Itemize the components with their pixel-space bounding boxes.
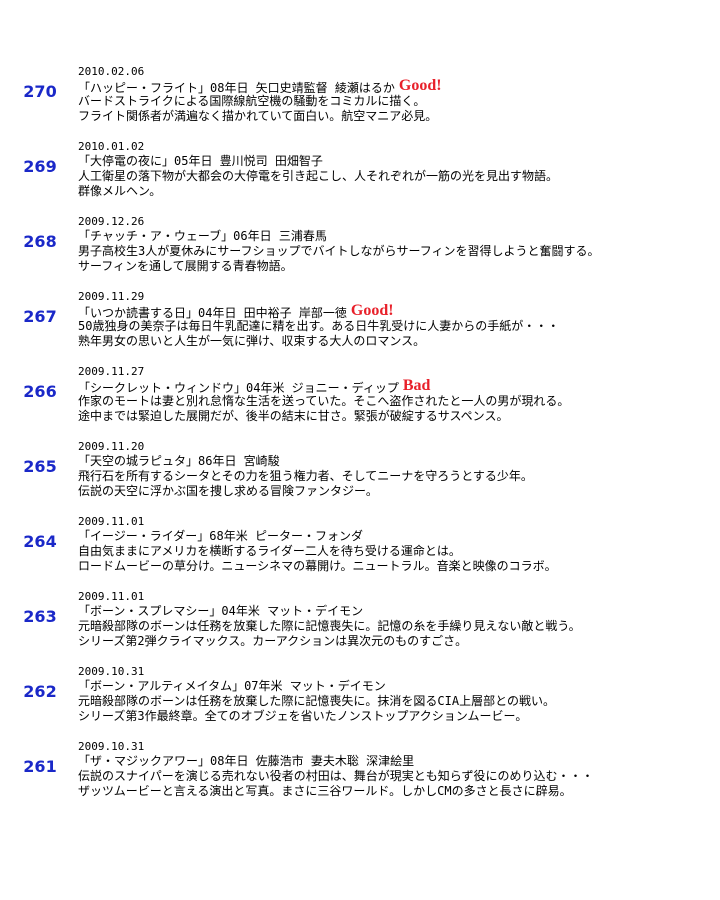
title-text: 「いつか読書する日」04年日 田中裕子 岸部一徳: [78, 306, 347, 320]
entry-date: 2009.12.26: [78, 215, 145, 228]
description-line: 伝説の天空に浮かぶ国を捜し求める冒険ファンタジー。: [78, 484, 378, 498]
description-line: 元暗殺部隊のボーンは任務を放棄した際に記憶喪失に。記憶の糸を手繰り見えない敵と戦…: [78, 619, 581, 633]
description-line: 作家のモートは妻と別れ怠惰な生活を送っていた。そこへ盗作されたと一人の男が現れる…: [78, 394, 570, 408]
entry-number: 268: [23, 232, 57, 251]
entry-title: 「ボーン・スプレマシー」04年米 マット・デイモン: [78, 604, 363, 619]
entry-title: 「イージー・ライダー」68年米 ピーター・フォンダ: [78, 529, 363, 544]
title-text: 「天空の城ラピュタ」86年日 宮崎駿: [78, 454, 280, 468]
entry-number: 262: [23, 682, 57, 701]
description-line: 飛行石を所有するシータとその力を狙う権力者、そしてニーナを守ろうとする少年。: [78, 469, 533, 483]
entry-title: 「ボーン・アルティメイタム」07年米 マット・デイモン: [78, 679, 386, 694]
entry-date: 2009.10.31: [78, 665, 145, 678]
entry-date: 2009.11.01: [78, 515, 145, 528]
entry-date: 2010.01.02: [78, 140, 145, 153]
title-text: 「ハッピー・フライト」08年日 矢口史靖監督 綾瀬はるか: [78, 81, 395, 95]
rating: Good!: [350, 302, 394, 319]
entry-date: 2009.10.31: [78, 740, 145, 753]
description-line: 50歳独身の美奈子は毎日牛乳配達に精を出す。ある日牛乳受けに人妻からの手紙が・・…: [78, 319, 560, 333]
description-line: 群像メルヘン。: [78, 184, 162, 198]
entry-date: 2009.11.01: [78, 590, 145, 603]
description-line: シリーズ第2弾クライマックス。カーアクションは異次元のものすごさ。: [78, 634, 468, 648]
rating: Good!: [398, 77, 442, 94]
entry-number: 264: [23, 532, 57, 551]
entry: 262 2009.10.31 「ボーン・アルティメイタム」07年米 マット・デイモン…: [0, 665, 720, 740]
title-text: 「シークレット・ウィンドウ」04年米 ジョニー・ディップ: [78, 381, 399, 395]
description-line: ロードムービーの草分け。ニューシネマの幕開け。ニュートラル。音楽と映像のコラボ。: [78, 559, 557, 573]
description-line: 男子高校生3人が夏休みにサーフショップでバイトしながらサーフィンを習得しようと奮…: [78, 244, 600, 258]
entry: 264 2009.11.01 「イージー・ライダー」68年米 ピーター・フォンダ 自由…: [0, 515, 720, 590]
entry: 265 2009.11.20 「天空の城ラピュタ」86年日 宮崎駿 飛行石を所有するシ…: [0, 440, 720, 515]
entry-title: 「シークレット・ウィンドウ」04年米 ジョニー・ディップ Bad: [78, 377, 431, 397]
entry-number: 266: [23, 382, 57, 401]
entry-title: 「チャッチ・ア・ウェーブ」06年日 三浦春馬: [78, 229, 327, 244]
description-line: シリーズ第3作最終章。全てのオブジェを省いたノンストップアクションムービー。: [78, 709, 528, 723]
entry: 269 2010.01.02 「大停電の夜に」05年日 豊川悦司 田畑智子 人工衛星の…: [0, 140, 720, 215]
entry-title: 「ハッピー・フライト」08年日 矢口史靖監督 綾瀬はるか Good!: [78, 77, 442, 97]
entry: 266 2009.11.27 「シークレット・ウィンドウ」04年米 ジョニー・ディッ…: [0, 365, 720, 440]
entry: 267 2009.11.29 「いつか読書する日」04年日 田中裕子 岸部一徳 Goo…: [0, 290, 720, 365]
entry-date: 2009.11.20: [78, 440, 145, 453]
title-text: 「イージー・ライダー」68年米 ピーター・フォンダ: [78, 529, 363, 543]
title-text: 「ボーン・スプレマシー」04年米 マット・デイモン: [78, 604, 364, 618]
entry-title: 「いつか読書する日」04年日 田中裕子 岸部一徳 Good!: [78, 302, 394, 322]
entry: 261 2009.10.31 「ザ・マジックアワー」08年日 佐藤浩市 妻夫木聡 深…: [0, 740, 720, 815]
entry-date: 2009.11.29: [78, 290, 145, 303]
description-line: バードストライクによる国際線航空機の騒動をコミカルに描く。: [78, 94, 426, 108]
entry-title: 「大停電の夜に」05年日 豊川悦司 田畑智子: [78, 154, 323, 169]
title-text: 「ボーン・アルティメイタム」07年米 マット・デイモン: [78, 679, 386, 693]
rating: Bad: [402, 377, 431, 394]
entry: 263 2009.11.01 「ボーン・スプレマシー」04年米 マット・デイモン 元暗…: [0, 590, 720, 665]
entry-number: 269: [23, 157, 57, 176]
entry-title: 「ザ・マジックアワー」08年日 佐藤浩市 妻夫木聡 深津絵里: [78, 754, 414, 769]
entry-date: 2009.11.27: [78, 365, 145, 378]
description-line: フライト関係者が満遍なく描かれていて面白い。航空マニア必見。: [78, 109, 438, 123]
entry-title: 「天空の城ラピュタ」86年日 宮崎駿: [78, 454, 280, 469]
entry-number: 267: [23, 307, 57, 326]
entry-number: 261: [23, 757, 57, 776]
title-text: 「ザ・マジックアワー」08年日 佐藤浩市 妻夫木聡 深津絵里: [78, 754, 415, 768]
entry: 270 2010.02.06 「ハッピー・フライト」08年日 矢口史靖監督 綾瀬はる…: [0, 65, 720, 140]
description-line: 熟年男女の思いと人生が一気に弾け、収束する大人のロマンス。: [78, 334, 426, 348]
title-text: 「チャッチ・ア・ウェーブ」06年日 三浦春馬: [78, 229, 327, 243]
entry-date: 2010.02.06: [78, 65, 145, 78]
entry-number: 270: [23, 82, 57, 101]
description-line: 元暗殺部隊のボーンは任務を放棄した際に記憶喪失に。抹消を図るCIA上層部との戦い…: [78, 694, 555, 708]
description-line: 人工衛星の落下物が大都会の大停電を引き起こし、人それぞれが一筋の光を見出す物語。: [78, 169, 559, 183]
title-text: 「大停電の夜に」05年日 豊川悦司 田畑智子: [78, 154, 323, 168]
entry: 268 2009.12.26 「チャッチ・ア・ウェーブ」06年日 三浦春馬 男子高校生…: [0, 215, 720, 290]
description-line: 途中までは緊迫した展開だが、後半の結末に甘さ。緊張が破綻するサスペンス。: [78, 409, 509, 423]
entry-number: 263: [23, 607, 57, 626]
description-line: サーフィンを通して展開する青春物語。: [78, 259, 293, 273]
description-line: 伝説のスナイパーを演じる売れない役者の村田は、舞台が現実とも知らず役にのめり込む…: [78, 769, 594, 783]
description-line: ザッツムービーと言える演出と写真。まさに三谷ワールド。しかしCMの多さと長さに辟…: [78, 784, 572, 798]
description-line: 自由気ままにアメリカを横断するライダー二人を待ち受ける運命とは。: [78, 544, 461, 558]
entry-number: 265: [23, 457, 57, 476]
